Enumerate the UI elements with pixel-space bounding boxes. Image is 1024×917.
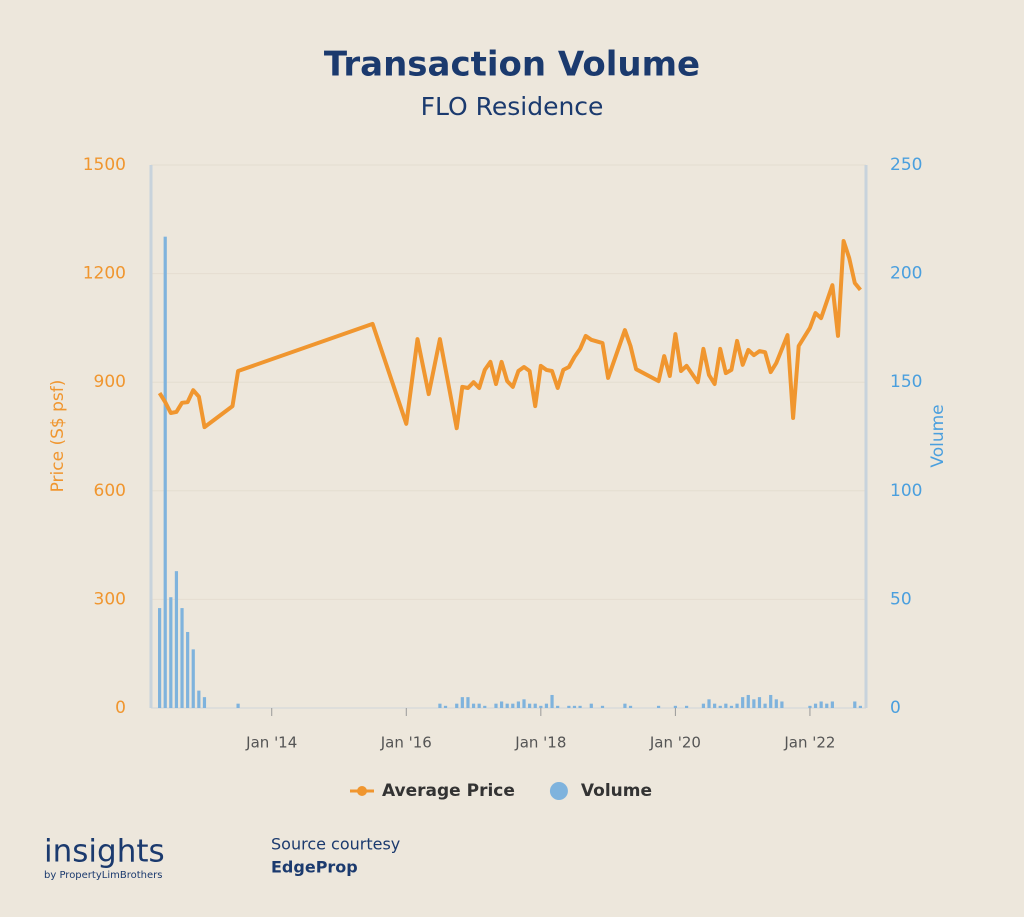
bar xyxy=(174,571,179,708)
chart-subtitle: FLO Residence xyxy=(421,92,604,121)
legend-marker xyxy=(357,786,367,796)
bar xyxy=(511,703,515,708)
bar xyxy=(735,703,739,708)
bar xyxy=(163,236,167,708)
chart-title: Transaction Volume xyxy=(324,45,700,85)
legend-label: Volume xyxy=(581,781,652,801)
y2-tick-label: 200 xyxy=(890,264,922,284)
legend-label: Average Price xyxy=(382,781,515,801)
bar xyxy=(471,703,476,708)
bar xyxy=(763,703,767,708)
bar xyxy=(438,703,442,708)
y2-tick-label: 50 xyxy=(890,589,912,609)
bar xyxy=(713,703,717,708)
bar xyxy=(567,705,571,708)
source: EdgeProp xyxy=(271,858,358,877)
bar xyxy=(853,701,857,708)
x-tick-label: Jan '18 xyxy=(514,734,566,752)
bar xyxy=(752,699,756,708)
bar xyxy=(684,705,689,708)
bar xyxy=(774,699,778,708)
bar xyxy=(544,703,549,708)
bar xyxy=(477,703,481,708)
bar xyxy=(455,703,459,708)
x-tick-label: Jan '20 xyxy=(649,734,701,752)
bar xyxy=(572,705,577,708)
bar xyxy=(623,703,627,708)
bar xyxy=(522,699,526,708)
bar xyxy=(825,703,829,708)
bar xyxy=(656,705,661,708)
bar xyxy=(673,705,677,708)
bar xyxy=(499,701,504,708)
bar xyxy=(550,694,554,708)
bar xyxy=(757,697,762,708)
bar xyxy=(516,701,521,708)
y2-tick-label: 150 xyxy=(890,372,922,392)
y2-axis-title: Volume xyxy=(928,404,948,467)
bar xyxy=(600,705,605,708)
bar xyxy=(628,705,633,708)
source-label: Source courtesy xyxy=(271,835,400,854)
bar xyxy=(236,703,240,708)
legend-marker xyxy=(549,782,568,800)
bar xyxy=(718,705,722,708)
bar xyxy=(858,705,862,708)
bar xyxy=(707,699,711,708)
x-tick-label: Jan '16 xyxy=(380,734,432,752)
bar xyxy=(780,701,784,708)
y2-tick-label: 250 xyxy=(890,155,922,175)
bar xyxy=(746,694,750,708)
bar xyxy=(589,703,593,708)
bar xyxy=(505,703,509,708)
y2-tick-label: 0 xyxy=(890,698,901,718)
bar xyxy=(741,697,745,708)
bar xyxy=(158,608,162,708)
bar xyxy=(191,649,195,708)
brand-sub: by PropertyLimBrothers xyxy=(44,870,162,881)
price-line xyxy=(157,239,862,431)
x-tick-label: Jan '22 xyxy=(783,734,835,752)
bar xyxy=(483,705,487,708)
bar xyxy=(533,703,537,708)
bar xyxy=(830,701,834,708)
bar xyxy=(466,697,470,708)
bar xyxy=(443,705,448,708)
y-axis-title: Price (S$ psf) xyxy=(48,380,68,493)
bar xyxy=(197,690,201,708)
bar xyxy=(169,597,173,708)
bar xyxy=(528,703,532,708)
bar xyxy=(494,703,498,708)
y2-tick-label: 100 xyxy=(890,481,922,501)
bar xyxy=(724,703,728,708)
y-tick-label: 0 xyxy=(115,698,126,718)
y-tick-label: 1500 xyxy=(83,155,126,175)
y-tick-label: 300 xyxy=(94,589,126,609)
bar xyxy=(808,705,812,708)
bar xyxy=(578,705,582,708)
bar xyxy=(539,705,543,708)
bar xyxy=(460,697,464,708)
bar xyxy=(186,631,190,708)
bar xyxy=(556,705,560,708)
bar xyxy=(729,705,734,708)
y-tick-label: 600 xyxy=(94,481,126,501)
bar xyxy=(813,703,818,708)
bar xyxy=(769,694,773,708)
y-tick-label: 1200 xyxy=(83,264,126,284)
brand: insights xyxy=(44,834,165,870)
bar xyxy=(180,608,184,708)
bar xyxy=(819,701,823,708)
x-tick-label: Jan '14 xyxy=(245,734,297,752)
bar xyxy=(202,697,207,708)
y-tick-label: 900 xyxy=(94,372,126,392)
bar xyxy=(701,703,706,708)
